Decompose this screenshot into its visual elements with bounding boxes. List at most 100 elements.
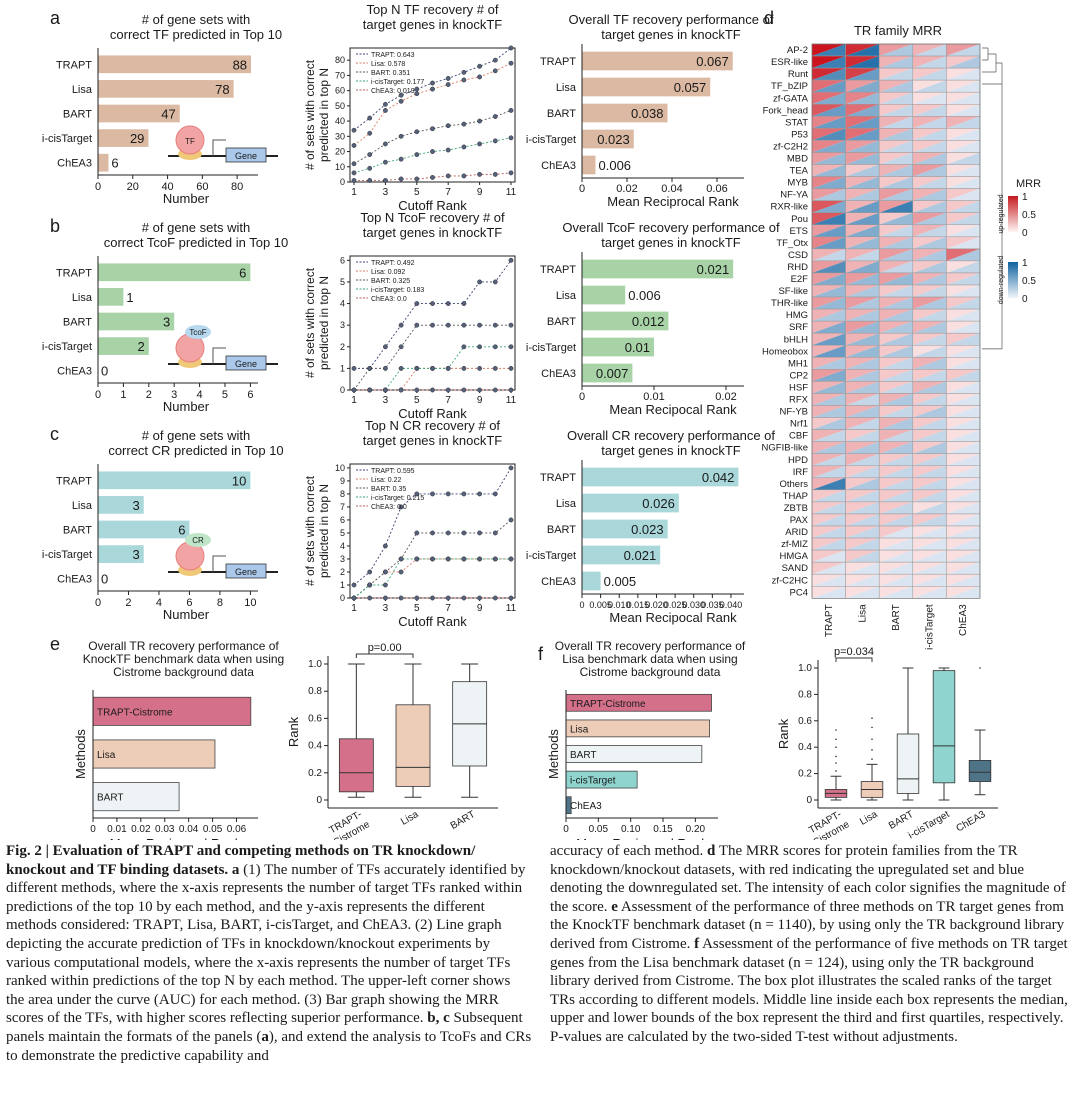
heatmap-up-cell xyxy=(845,80,880,93)
line-point xyxy=(492,595,498,601)
heatmap-down-cell xyxy=(946,56,980,69)
line-ylabel: # of sets with correct xyxy=(303,267,317,378)
line-point xyxy=(477,530,482,536)
heatmap-up-cell xyxy=(845,574,880,587)
heatmap-down-cell xyxy=(912,44,947,57)
method-label: Lisa xyxy=(556,498,577,510)
heatmap-down-cell xyxy=(912,477,947,490)
heatmap-up-cell xyxy=(812,441,846,454)
heatmap-up-cell xyxy=(879,140,913,153)
mrr-bench-bar-label: i-cisTarget xyxy=(570,776,616,787)
heatmap-down-cell xyxy=(912,140,947,153)
line-point xyxy=(508,322,514,328)
heatmap-down-cell xyxy=(812,574,846,587)
heatmap-down-cell xyxy=(879,188,913,201)
heatmap-down-cell xyxy=(879,285,913,298)
method-label: ChEA3 xyxy=(57,366,92,378)
bench-tick-label: 0.05 xyxy=(589,824,609,835)
heatmap-down-cell xyxy=(946,333,980,346)
heatmap-down-cell xyxy=(812,586,846,599)
heatmap-down-cell xyxy=(845,248,880,261)
line-ylabel: # of sets with correct xyxy=(303,59,317,170)
heatmap-down-cell xyxy=(946,309,980,322)
bench-tick-label: 0.02 xyxy=(131,824,151,835)
line-ytick-label: 10 xyxy=(335,463,345,473)
heatmap-down-cell xyxy=(845,116,880,129)
heatmap-up-cell xyxy=(812,80,846,93)
heatmap-down-cell xyxy=(946,465,980,478)
heatmap-up-cell xyxy=(812,56,846,69)
heatmap-down-cell xyxy=(879,550,913,563)
heatmap-up-cell xyxy=(879,297,913,310)
heatmap-row-label: IRF xyxy=(793,467,809,478)
heatmap-up-cell xyxy=(912,285,947,298)
line-ylabel: predicted in top N xyxy=(317,68,331,162)
line-point xyxy=(461,387,467,393)
line-ytick-label: 20 xyxy=(335,147,345,157)
mrr-chart-title: Overall TcoF recovery performance of xyxy=(562,220,780,235)
heatmap-up-cell xyxy=(946,562,980,575)
line-point xyxy=(382,159,388,165)
heatmap-col-label: BART xyxy=(891,604,902,631)
heatmap-down-cell xyxy=(812,68,846,81)
count-tick-label: 80 xyxy=(231,181,243,193)
heatmap-down-cell xyxy=(912,538,947,551)
heatmap-down-cell xyxy=(912,489,947,502)
count-bar xyxy=(98,312,175,331)
line-point xyxy=(508,108,514,113)
heatmap-down-cell xyxy=(879,381,913,394)
line-legend-entry: Lisa: 0.578 xyxy=(371,61,405,68)
heatmap-up-cell xyxy=(845,297,880,310)
mrr-bench-bar-label: TRAPT-Cistrome xyxy=(97,707,173,718)
heatmap-up-cell xyxy=(912,140,947,153)
line-xtick-label: 1 xyxy=(351,187,357,198)
line-point xyxy=(382,141,388,147)
line-xtick-label: 11 xyxy=(506,395,517,406)
method-label: BART xyxy=(547,524,576,536)
heatmap-row-label: NGFIB-like xyxy=(762,443,808,454)
line-point xyxy=(382,543,388,549)
heatmap-down-cell xyxy=(912,526,947,539)
heatmap-up-cell xyxy=(812,140,846,153)
line-xtick-label: 7 xyxy=(445,603,451,614)
heatmap-up-cell xyxy=(845,513,880,526)
heatmap-down-cell xyxy=(845,44,880,57)
heatmap-down-cell xyxy=(946,586,980,599)
box-ytick-label: 0.2 xyxy=(308,768,322,779)
heatmap-row-label: NF-YA xyxy=(780,190,808,201)
bench-tick-label: 0.06 xyxy=(227,824,247,835)
heatmap-down-cell xyxy=(912,272,947,285)
heatmap-down-cell xyxy=(879,116,913,129)
heatmap-col-label: Lisa xyxy=(857,604,868,623)
method-label: BART xyxy=(547,108,576,120)
heatmap-down-cell xyxy=(946,176,980,189)
count-bar-label: 3 xyxy=(132,498,139,513)
heatmap-dendrogram xyxy=(982,47,1003,350)
heatmap-up-cell xyxy=(845,285,880,298)
box-xtick-label: Lisa xyxy=(399,809,421,828)
heatmap-down-cell xyxy=(946,345,980,358)
mrr-bench-bar xyxy=(92,782,180,812)
heatmap-up-cell xyxy=(845,489,880,502)
heatmap-col-label: ChEA3 xyxy=(958,604,969,636)
mrr-bar-label: 0.057 xyxy=(674,80,707,95)
line-point xyxy=(508,595,514,601)
heatmap-down-cell xyxy=(879,429,913,442)
heatmap-up-cell xyxy=(946,56,980,69)
heatmap-down-cell xyxy=(845,453,880,466)
heatmap-up-cell xyxy=(912,92,947,105)
pvalue-label: p=0.034 xyxy=(834,646,874,658)
line-point xyxy=(382,595,388,601)
line-legend-entry: ChEA3: 0.0 xyxy=(371,504,407,511)
heatmap-up-cell xyxy=(879,236,913,249)
pvalue-bracket xyxy=(355,653,414,658)
mrr-bench-title: Lisa benchmark data when using xyxy=(562,652,737,666)
line-point xyxy=(445,123,451,129)
method-label: Lisa xyxy=(72,500,93,512)
heatmap-up-cell xyxy=(812,297,846,310)
heatmap-down-cell xyxy=(812,321,846,334)
panel-letter-b: b xyxy=(50,216,60,236)
line-point xyxy=(445,76,451,81)
gene-label: Gene xyxy=(235,151,257,161)
heatmap-up-cell xyxy=(812,224,846,237)
